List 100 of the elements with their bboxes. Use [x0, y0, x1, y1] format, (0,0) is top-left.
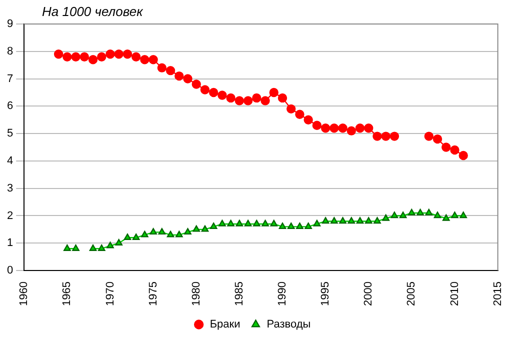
point	[295, 110, 304, 119]
x-tick-label: 1995	[320, 282, 332, 306]
point	[372, 132, 382, 141]
point	[226, 93, 236, 103]
point	[132, 234, 140, 240]
point	[98, 244, 106, 251]
point	[330, 217, 338, 224]
point	[64, 244, 71, 251]
point	[432, 134, 442, 144]
point	[88, 55, 98, 64]
point	[148, 55, 158, 64]
point	[124, 234, 132, 240]
x-tick-label: 1960	[18, 282, 30, 306]
point	[450, 145, 460, 155]
point	[72, 244, 80, 251]
point	[278, 93, 288, 103]
point	[208, 88, 218, 98]
y-tick-label: 1	[6, 237, 14, 250]
point	[227, 220, 234, 226]
point	[97, 52, 106, 62]
point	[141, 230, 148, 238]
point	[62, 52, 72, 62]
x-tick-label: 1965	[61, 282, 74, 306]
point	[244, 220, 252, 226]
point	[192, 225, 200, 232]
point	[218, 220, 226, 226]
point	[442, 142, 451, 152]
point	[304, 115, 313, 124]
point	[278, 222, 286, 230]
point	[460, 212, 467, 218]
point	[399, 212, 407, 218]
point	[296, 222, 304, 230]
x-tick-label: 2005	[406, 282, 418, 306]
point	[210, 222, 218, 230]
point	[424, 132, 434, 141]
point	[416, 208, 424, 216]
y-tick-label: 3	[6, 182, 14, 194]
point	[339, 217, 346, 224]
point	[390, 212, 398, 218]
point	[364, 217, 372, 224]
point	[270, 220, 278, 226]
point	[157, 63, 167, 72]
y-tick-label: 5	[6, 128, 14, 140]
point	[184, 228, 192, 235]
point	[320, 123, 330, 133]
point	[192, 80, 201, 89]
y-tick-label: 9	[6, 18, 14, 30]
x-tick-label: 2000	[362, 282, 375, 306]
point	[71, 52, 80, 62]
point	[451, 212, 458, 218]
point	[218, 90, 227, 100]
x-tick-label: 1985	[233, 282, 246, 306]
point	[201, 225, 209, 232]
legend-label: Браки	[210, 318, 240, 331]
x-tick-label: 1970	[104, 282, 116, 306]
point	[262, 220, 269, 226]
y-tick-label: 8	[6, 45, 14, 58]
point	[355, 123, 365, 133]
point	[286, 104, 296, 114]
point	[122, 50, 132, 59]
point	[106, 50, 115, 59]
point	[348, 217, 356, 224]
point	[166, 66, 176, 76]
point	[304, 222, 312, 230]
point	[356, 217, 364, 224]
point	[287, 222, 295, 230]
point	[313, 220, 321, 226]
point	[260, 96, 270, 106]
point	[346, 126, 356, 136]
point	[322, 217, 330, 224]
point	[243, 96, 253, 106]
point	[408, 208, 416, 216]
point	[89, 244, 97, 251]
point	[425, 208, 433, 216]
x-tick-label: 2010	[448, 282, 461, 306]
point	[253, 220, 260, 226]
y-tick-label: 2	[6, 210, 14, 222]
y-tick-label: 7	[6, 72, 14, 85]
point	[236, 220, 244, 226]
point	[174, 71, 184, 81]
x-tick-label: 1980	[190, 282, 202, 306]
y-tick-label: 4	[6, 154, 14, 167]
point	[114, 50, 124, 59]
point	[166, 230, 174, 238]
point	[183, 74, 192, 84]
point	[115, 239, 122, 246]
point	[150, 228, 157, 235]
point	[390, 132, 400, 141]
point	[312, 120, 322, 130]
point	[364, 123, 374, 133]
point	[252, 93, 262, 103]
point	[200, 85, 210, 94]
point	[176, 230, 183, 238]
point	[338, 123, 348, 133]
point	[106, 242, 114, 248]
x-tick-label: 1975	[147, 282, 160, 306]
point	[381, 132, 390, 141]
point	[374, 217, 381, 224]
point	[434, 212, 442, 218]
point	[54, 50, 64, 59]
